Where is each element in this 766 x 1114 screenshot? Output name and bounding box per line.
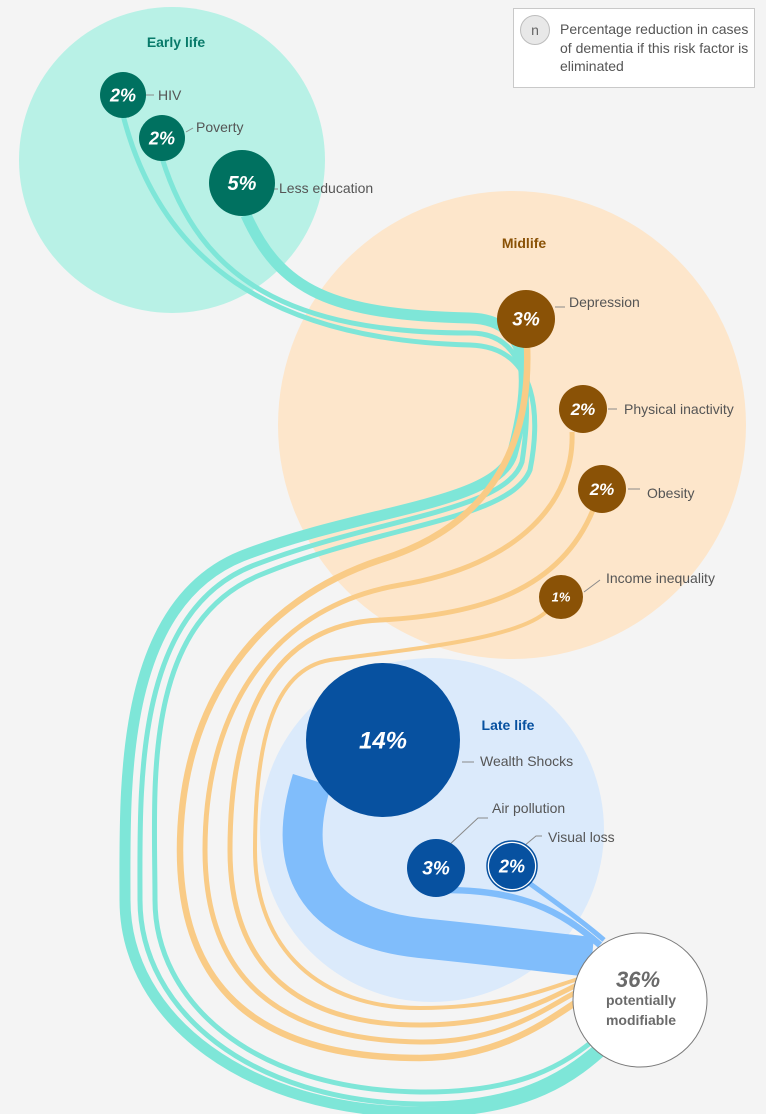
node-value-air-pollution: 3% bbox=[422, 859, 450, 880]
node-less-education bbox=[209, 150, 275, 216]
node-label-visual-loss: Visual loss bbox=[548, 829, 615, 845]
legend-box: n Percentage reduction in cases of demen… bbox=[513, 8, 755, 88]
legend-circle-icon: n bbox=[520, 15, 550, 45]
node-label-air-pollution: Air pollution bbox=[492, 800, 565, 816]
flow-line-physical-inactivity bbox=[202, 431, 586, 1045]
node-obesity bbox=[578, 465, 626, 513]
leader-line-poverty bbox=[185, 127, 194, 133]
node-label-poverty: Poverty bbox=[196, 119, 243, 135]
node-value-physical-inactivity: 2% bbox=[570, 400, 596, 419]
node-poverty bbox=[139, 115, 185, 161]
node-label-depression: Depression bbox=[569, 294, 640, 310]
stage-title-early: Early life bbox=[147, 34, 206, 50]
node-value-obesity: 2% bbox=[589, 480, 615, 499]
flow-line-depression bbox=[176, 344, 590, 1062]
node-value-visual-loss: 2% bbox=[498, 856, 525, 876]
early-life-region bbox=[19, 7, 325, 313]
total-label-line2: modifiable bbox=[606, 1012, 676, 1028]
node-value-hiv: 2% bbox=[109, 85, 136, 105]
leader-line-income-inequality bbox=[583, 579, 601, 593]
total-value: 36% bbox=[616, 967, 660, 992]
stage-title-mid: Midlife bbox=[502, 235, 547, 251]
stage-title-late: Late life bbox=[482, 717, 535, 733]
node-wealth-shocks bbox=[306, 663, 460, 817]
node-value-wealth-shocks: 14% bbox=[359, 727, 407, 754]
node-income-inequality bbox=[539, 575, 583, 619]
node-label-income-inequality: Income inequality bbox=[606, 570, 715, 586]
flow-line-income-inequality bbox=[252, 608, 583, 1011]
flow-line-visual-loss bbox=[523, 877, 606, 942]
node-value-depression: 3% bbox=[512, 310, 540, 331]
node-depression bbox=[497, 290, 555, 348]
total-node bbox=[572, 932, 708, 1068]
midlife-region bbox=[278, 191, 746, 659]
flow-line-hiv bbox=[120, 114, 602, 1095]
leader-line-visual-loss bbox=[523, 835, 542, 847]
flow-line-wealth-shocks bbox=[282, 774, 594, 977]
flow-line-obesity bbox=[227, 509, 596, 1028]
legend-text: Percentage reduction in cases of dementi… bbox=[560, 21, 749, 74]
node-label-physical-inactivity: Physical inactivity bbox=[624, 401, 734, 417]
node-physical-inactivity bbox=[559, 385, 607, 433]
node-air-pollution bbox=[407, 839, 465, 897]
node-label-obesity: Obesity bbox=[647, 485, 694, 501]
total-label-line1: potentially bbox=[606, 992, 676, 1008]
flow-line-poverty bbox=[137, 157, 606, 1107]
node-value-less-education: 5% bbox=[228, 173, 257, 195]
leader-line-air-pollution bbox=[447, 817, 488, 847]
node-value-income-inequality: 1% bbox=[552, 590, 571, 605]
flow-line-less-education bbox=[119, 212, 612, 1114]
node-hiv bbox=[100, 72, 146, 118]
node-label-less-education: Less education bbox=[279, 180, 373, 196]
node-label-hiv: HIV bbox=[158, 87, 182, 103]
node-label-wealth-shocks: Wealth Shocks bbox=[480, 753, 573, 769]
flow-line-air-pollution bbox=[444, 886, 603, 948]
node-visual-loss bbox=[489, 843, 535, 889]
node-value-poverty: 2% bbox=[148, 128, 175, 148]
